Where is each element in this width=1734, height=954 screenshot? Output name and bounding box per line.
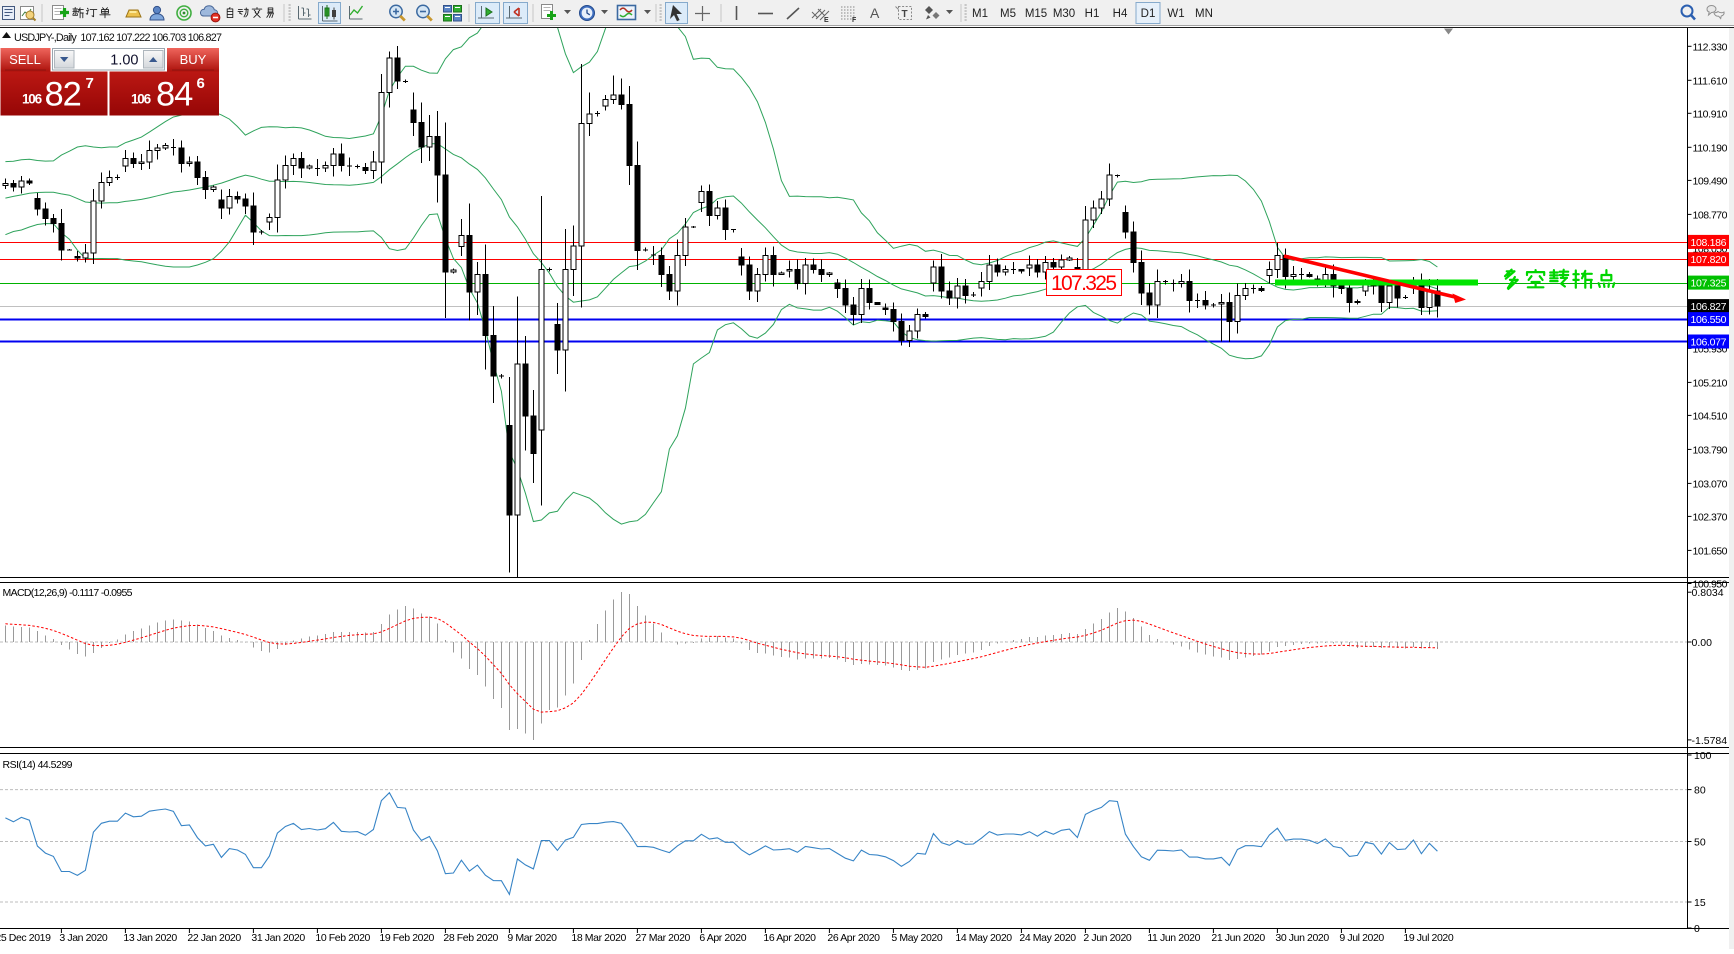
svg-text:26 Apr 2020: 26 Apr 2020	[827, 932, 880, 944]
svg-text:84: 84	[156, 76, 193, 114]
svg-text:MACD(12,26,9) -0.1117 -0.0955: MACD(12,26,9) -0.1117 -0.0955	[3, 587, 133, 599]
svg-text:M5: M5	[1000, 8, 1016, 20]
svg-text:19 Jul 2020: 19 Jul 2020	[1403, 932, 1453, 944]
svg-text:101.650: 101.650	[1693, 545, 1728, 557]
svg-text:3 Jan 2020: 3 Jan 2020	[59, 932, 108, 944]
svg-text:31 Jan 2020: 31 Jan 2020	[251, 932, 305, 944]
svg-text:22 Jan 2020: 22 Jan 2020	[187, 932, 241, 944]
svg-text:14 May 2020: 14 May 2020	[955, 932, 1012, 944]
svg-text:F: F	[852, 17, 857, 24]
svg-text:104.510: 104.510	[1693, 410, 1728, 422]
svg-text:6: 6	[197, 75, 205, 92]
svg-text:30 Jun 2020: 30 Jun 2020	[1275, 932, 1329, 944]
svg-text:BUY: BUY	[180, 52, 207, 67]
svg-text:0.00: 0.00	[1692, 637, 1713, 649]
svg-text:106.077: 106.077	[1691, 337, 1727, 349]
svg-text:M1: M1	[972, 8, 988, 20]
svg-text:106.550: 106.550	[1691, 314, 1727, 326]
svg-text:112.330: 112.330	[1693, 41, 1728, 53]
svg-text:T: T	[902, 9, 908, 20]
svg-text:H1: H1	[1085, 8, 1100, 20]
svg-text:D1: D1	[1141, 8, 1156, 20]
svg-text:106: 106	[22, 92, 43, 107]
svg-text:H4: H4	[1113, 8, 1128, 20]
svg-text:82: 82	[45, 76, 81, 114]
svg-text:106.827: 106.827	[1691, 301, 1727, 313]
svg-text:A: A	[870, 5, 880, 21]
svg-text:102.370: 102.370	[1693, 511, 1728, 523]
svg-text:W1: W1	[1167, 8, 1184, 20]
svg-text:50: 50	[1694, 837, 1706, 849]
svg-text:M30: M30	[1053, 8, 1075, 20]
svg-text:6 Apr 2020: 6 Apr 2020	[699, 932, 746, 944]
svg-text:-1.5784: -1.5784	[1692, 735, 1728, 747]
svg-text:103.070: 103.070	[1693, 478, 1728, 490]
svg-text:24 May 2020: 24 May 2020	[1019, 932, 1076, 944]
svg-text:110.910: 110.910	[1693, 108, 1728, 120]
svg-text:0: 0	[1694, 923, 1700, 935]
svg-text:110.190: 110.190	[1693, 142, 1728, 154]
svg-text:18 Mar 2020: 18 Mar 2020	[571, 932, 626, 944]
svg-text:25 Dec 2019: 25 Dec 2019	[0, 932, 51, 944]
svg-text:USDJPY-,Daily 107.162 107.222: USDJPY-,Daily 107.162 107.222 106.703 10…	[14, 32, 222, 44]
svg-text:E: E	[824, 17, 829, 24]
svg-text:111.610: 111.610	[1693, 75, 1728, 87]
svg-text:107.325: 107.325	[1691, 278, 1727, 290]
svg-text:SELL: SELL	[9, 52, 41, 67]
svg-text:103.790: 103.790	[1693, 444, 1728, 456]
svg-text:15: 15	[1694, 897, 1706, 909]
svg-text:0.8034: 0.8034	[1692, 587, 1724, 599]
svg-text:107.820: 107.820	[1691, 254, 1727, 266]
svg-text:108.186: 108.186	[1691, 237, 1727, 249]
svg-text:11 Jun 2020: 11 Jun 2020	[1147, 932, 1200, 944]
svg-text:9 Mar 2020: 9 Mar 2020	[507, 932, 557, 944]
svg-text:19 Feb 2020: 19 Feb 2020	[379, 932, 434, 944]
svg-text:9 Jul 2020: 9 Jul 2020	[1339, 932, 1384, 944]
svg-text:106: 106	[131, 92, 152, 107]
svg-text:7: 7	[86, 75, 94, 92]
svg-text:108.770: 108.770	[1693, 209, 1728, 221]
svg-text:27 Mar 2020: 27 Mar 2020	[635, 932, 690, 944]
svg-text:RSI(14) 44.5299: RSI(14) 44.5299	[3, 759, 73, 771]
svg-text:1.00: 1.00	[110, 53, 138, 69]
svg-text:100.950: 100.950	[1693, 579, 1728, 591]
svg-text:MN: MN	[1195, 8, 1213, 20]
svg-text:10 Feb 2020: 10 Feb 2020	[315, 932, 370, 944]
svg-text:13 Jan 2020: 13 Jan 2020	[123, 932, 177, 944]
svg-text:21 Jun 2020: 21 Jun 2020	[1211, 932, 1265, 944]
svg-text:107.325: 107.325	[1051, 272, 1117, 295]
svg-text:M15: M15	[1025, 8, 1047, 20]
svg-text:109.490: 109.490	[1693, 175, 1728, 187]
svg-text:105.210: 105.210	[1693, 377, 1728, 389]
svg-text:2 Jun 2020: 2 Jun 2020	[1083, 932, 1132, 944]
svg-text:80: 80	[1694, 785, 1706, 797]
svg-text:5 May 2020: 5 May 2020	[891, 932, 942, 944]
svg-text:16 Apr 2020: 16 Apr 2020	[763, 932, 816, 944]
svg-text:28 Feb 2020: 28 Feb 2020	[443, 932, 498, 944]
svg-text:100: 100	[1694, 750, 1712, 762]
